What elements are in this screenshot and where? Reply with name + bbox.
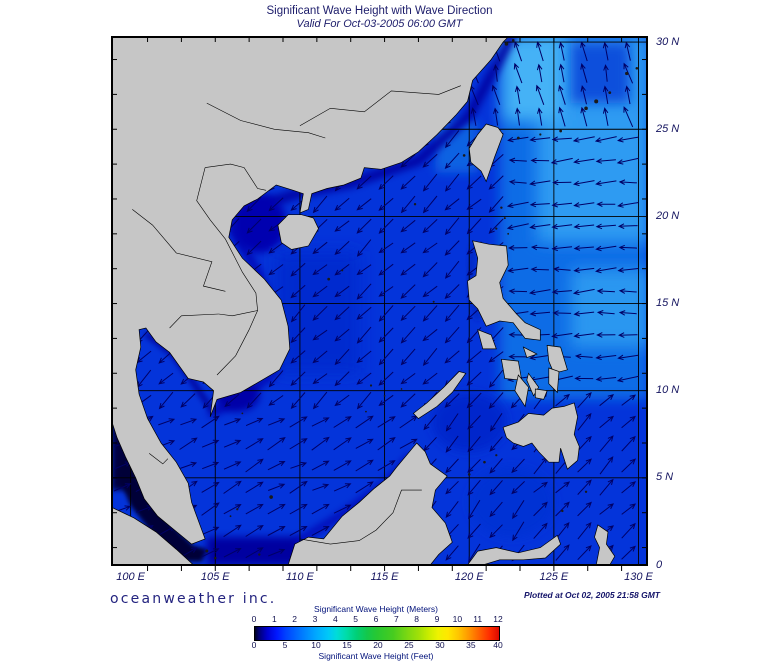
wave-height-shading	[570, 42, 631, 104]
land-masses	[112, 37, 616, 565]
chart-subtitle: Valid For Oct-03-2005 06:00 GMT	[296, 18, 463, 30]
wave-height-shading	[206, 537, 300, 565]
lat-label-20: 20 N	[656, 209, 680, 222]
plotted-timestamp: Plotted at Oct 02, 2005 21:58 GMT	[523, 590, 660, 600]
land-mainland-asia	[112, 37, 509, 545]
chart-title: Significant Wave Height with Wave Direct…	[266, 5, 493, 17]
land-borneo	[287, 442, 453, 565]
meters-tick-12: 12	[493, 614, 503, 624]
feet-tick-15: 15	[342, 640, 352, 650]
map-frame	[111, 36, 648, 566]
land-mindoro	[477, 329, 497, 350]
feet-tick-0: 0	[251, 640, 257, 650]
land-negros	[514, 374, 529, 408]
frame-ticks	[112, 37, 647, 571]
meters-tick-9: 9	[434, 614, 440, 624]
wave-height-shading	[232, 193, 287, 254]
map-canvas	[111, 36, 648, 571]
meters-tick-3: 3	[312, 614, 318, 624]
lat-label-10: 10 N	[656, 384, 680, 397]
land-taiwan	[468, 123, 504, 183]
feet-tick-35: 35	[466, 640, 476, 650]
lon-label-115: 115 E	[370, 571, 399, 583]
land-samar	[546, 344, 568, 374]
feet-tick-30: 30	[435, 640, 445, 650]
colorbar-feet-label: Significant Wave Height (Feet)	[318, 651, 434, 661]
land-mindanao	[502, 402, 580, 470]
land-palawan	[412, 371, 467, 420]
feet-tick-40: 40	[493, 640, 503, 650]
map-layers	[112, 37, 647, 565]
land-halmahera	[594, 524, 616, 565]
land-leyte	[548, 367, 560, 394]
meters-tick-11: 11	[473, 614, 483, 624]
lon-label-125: 125 E	[539, 571, 569, 583]
land-bohol	[534, 388, 548, 400]
lat-label-25: 25 N	[656, 122, 680, 135]
wave-height-shading	[249, 37, 516, 213]
meters-tick-4: 4	[332, 614, 338, 624]
lon-label-110: 110 E	[285, 571, 314, 583]
meters-tick-0: 0	[251, 614, 257, 624]
lat-label-0: 0	[656, 558, 663, 571]
feet-tick-20: 20	[373, 640, 383, 650]
lon-label-105: 105 E	[200, 571, 230, 583]
country-borders	[132, 85, 461, 545]
small-islands	[205, 39, 639, 560]
feet-tick-25: 25	[404, 640, 414, 650]
wave-height-shading	[503, 37, 563, 121]
lat-label-5: 5 N	[656, 471, 674, 484]
wave-height-shading	[469, 467, 554, 538]
meters-tick-8: 8	[414, 614, 420, 624]
lon-label-130: 130 E	[624, 571, 653, 583]
land-sulawesi	[467, 534, 562, 565]
land-luzon	[467, 240, 541, 341]
land-masbate	[522, 346, 538, 359]
lon-label-100: 100 E	[116, 571, 145, 583]
meters-tick-2: 2	[292, 614, 298, 624]
feet-tick-10: 10	[311, 640, 321, 650]
meters-tick-1: 1	[271, 614, 277, 624]
oceanweather-logo: oceanweather inc.	[110, 591, 277, 607]
lat-label-30: 30 N	[656, 35, 680, 48]
meters-tick-5: 5	[353, 614, 359, 624]
lat-label-15: 15 N	[656, 297, 680, 310]
wave-height-shading	[570, 268, 647, 348]
meters-tick-6: 6	[373, 614, 379, 624]
colorbar-gradient-bar	[254, 626, 500, 641]
meters-tick-7: 7	[393, 614, 399, 624]
meters-tick-10: 10	[452, 614, 463, 624]
land-sumatra	[112, 507, 194, 565]
colorbar-meters-label: Significant Wave Height (Meters)	[314, 604, 438, 614]
feet-tick-5: 5	[282, 640, 288, 650]
lon-label-120: 120 E	[454, 571, 484, 583]
land-hainan	[277, 214, 319, 250]
